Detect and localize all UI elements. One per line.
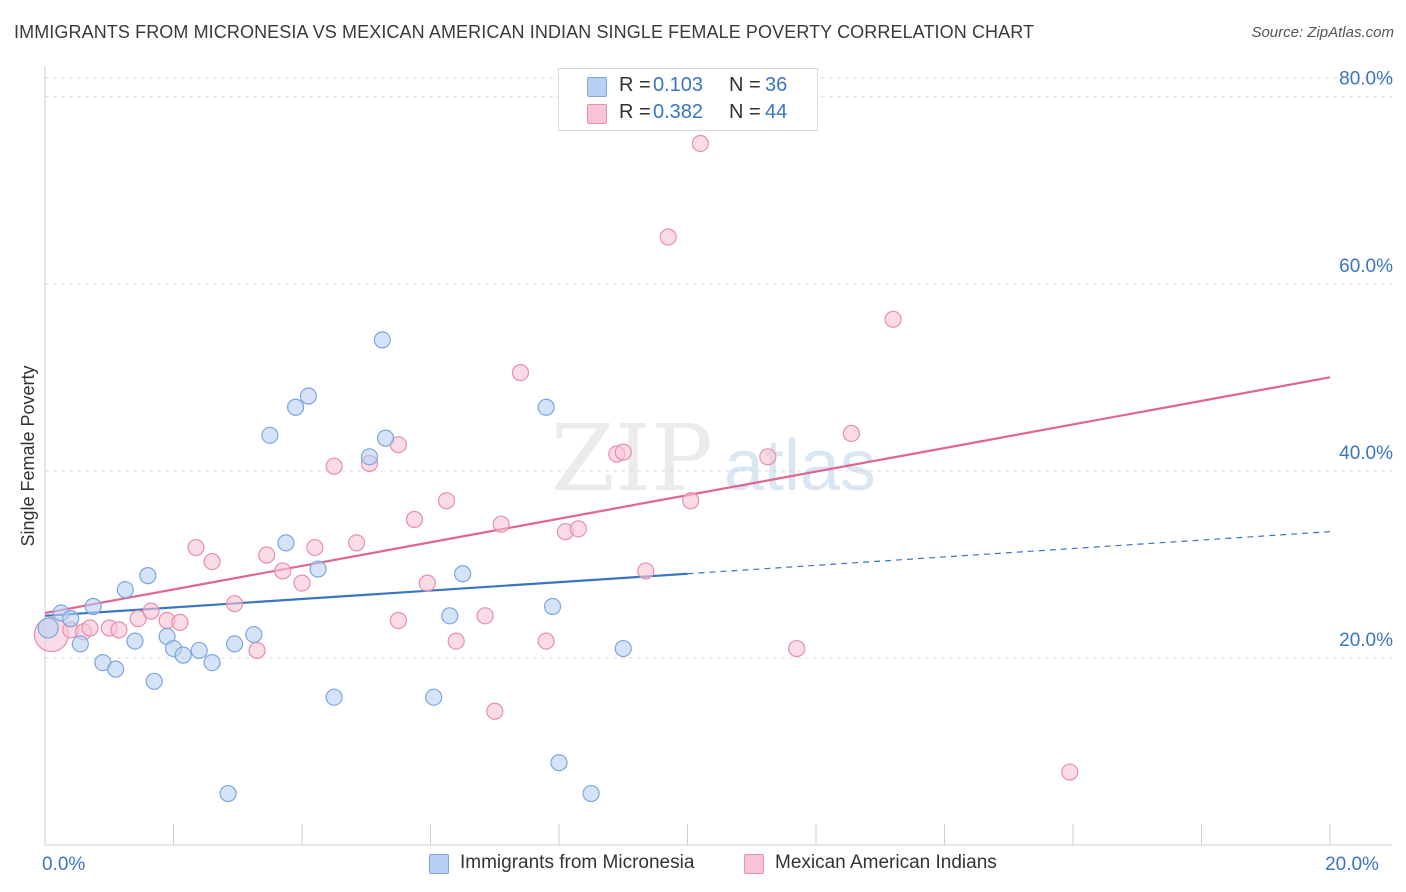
point-mexican-american-indian: [171, 613, 189, 631]
n-value: 36: [765, 74, 788, 96]
x-tick-label: 20.0%: [1325, 854, 1379, 875]
point-micronesia: [219, 784, 237, 803]
point-mexican-american-indian: [248, 641, 266, 660]
point-mexican-american-indian: [486, 702, 504, 720]
point-micronesia: [309, 560, 327, 578]
r-label: R =: [619, 74, 651, 96]
point-micronesia: [261, 426, 279, 444]
point-micronesia: [582, 784, 600, 803]
point-mexican-american-indian: [842, 424, 860, 443]
point-mexican-american-indian: [81, 619, 99, 637]
point-micronesia: [139, 567, 157, 585]
point-mexican-american-indian: [537, 632, 555, 650]
y-tick-label: 40.0%: [1339, 443, 1393, 464]
point-micronesia: [614, 639, 632, 658]
point-mexican-american-indian: [418, 574, 436, 592]
trend-line-extension: [687, 531, 1331, 575]
point-micronesia: [325, 688, 343, 706]
data-points: [33, 134, 1079, 803]
point-mexican-american-indian: [659, 228, 677, 246]
point-micronesia: [376, 429, 395, 447]
chart-source: Source: ZipAtlas.com: [1251, 24, 1394, 41]
point-micronesia: [441, 607, 459, 625]
point-mexican-american-indian: [225, 595, 244, 613]
point-mexican-american-indian: [187, 538, 205, 557]
y-tick-label: 80.0%: [1339, 69, 1393, 90]
point-micronesia: [425, 688, 443, 706]
pink-swatch: [587, 104, 607, 124]
point-micronesia: [277, 534, 295, 552]
chart-title: IMMIGRANTS FROM MICRONESIA VS MEXICAN AM…: [14, 22, 1035, 42]
point-mexican-american-indian: [274, 562, 292, 580]
pink-swatch: [744, 854, 764, 874]
point-mexican-american-indian: [389, 611, 407, 630]
point-micronesia: [299, 387, 318, 405]
point-micronesia: [543, 597, 562, 616]
legend-label: Immigrants from Micronesia: [460, 852, 695, 873]
point-micronesia: [245, 625, 263, 644]
point-mexican-american-indian: [405, 510, 424, 529]
point-mexican-american-indian: [293, 574, 311, 592]
point-mexican-american-indian: [884, 310, 902, 328]
legend-label: Mexican American Indians: [775, 852, 997, 873]
y-tick-label: 60.0%: [1339, 256, 1393, 277]
point-mexican-american-indian: [110, 621, 128, 639]
point-mexican-american-indian: [306, 538, 324, 557]
point-mexican-american-indian: [325, 457, 343, 475]
point-micronesia: [286, 398, 305, 416]
point-micronesia: [550, 754, 568, 772]
blue-swatch: [429, 854, 449, 874]
x-tick-label: 0.0%: [42, 854, 85, 875]
point-mexican-american-indian: [1061, 763, 1079, 781]
point-mexican-american-indian: [682, 492, 700, 510]
tick-labels: 20.0% 40.0% 60.0% 80.0% 0.0% 20.0%: [42, 69, 1393, 875]
point-mexican-american-indian: [691, 134, 709, 153]
point-micronesia: [71, 635, 89, 653]
axes: [44, 66, 1392, 846]
point-micronesia: [84, 597, 102, 616]
stats-legend: R = 0.103 N = 36 R = 0.382 N = 44: [558, 68, 818, 131]
point-micronesia: [107, 660, 125, 678]
point-mexican-american-indian: [203, 552, 221, 571]
point-micronesia: [145, 672, 163, 690]
point-micronesia: [203, 654, 221, 672]
r-label: R =: [619, 101, 651, 123]
point-mexican-american-indian: [614, 443, 632, 461]
r-value: 0.103: [653, 74, 704, 96]
point-mexican-american-indian: [511, 364, 530, 382]
r-value: 0.382: [653, 101, 704, 123]
point-micronesia: [454, 565, 472, 583]
point-micronesia: [360, 448, 379, 466]
y-tick-label: 20.0%: [1339, 630, 1393, 651]
blue-swatch: [587, 77, 607, 97]
point-micronesia: [190, 641, 208, 660]
point-micronesia: [126, 632, 144, 650]
point-micronesia: [37, 617, 59, 639]
watermark: ZIP atlas: [551, 405, 876, 512]
point-mexican-american-indian: [637, 562, 655, 580]
point-mexican-american-indian: [258, 546, 276, 564]
y-axis-label: Single Female Poverty: [18, 365, 38, 546]
n-label: N =: [729, 74, 761, 96]
point-mexican-american-indian: [476, 607, 494, 625]
point-mexican-american-indian: [348, 534, 366, 552]
point-micronesia: [116, 581, 134, 599]
point-mexican-american-indian: [759, 448, 777, 466]
point-mexican-american-indian: [788, 639, 806, 658]
point-mexican-american-indian: [142, 602, 160, 620]
point-micronesia: [537, 398, 555, 416]
point-micronesia: [225, 635, 244, 653]
point-micronesia: [373, 331, 391, 349]
point-mexican-american-indian: [569, 520, 587, 538]
point-mexican-american-indian: [437, 492, 456, 510]
point-mexican-american-indian: [447, 632, 465, 650]
n-label: N =: [729, 101, 761, 123]
point-mexican-american-indian: [492, 515, 510, 533]
grid-lines: [45, 77, 1392, 659]
point-micronesia: [174, 646, 192, 664]
point-mexican-american-indian: [129, 610, 147, 628]
n-value: 44: [765, 101, 788, 123]
point-micronesia: [62, 610, 80, 628]
